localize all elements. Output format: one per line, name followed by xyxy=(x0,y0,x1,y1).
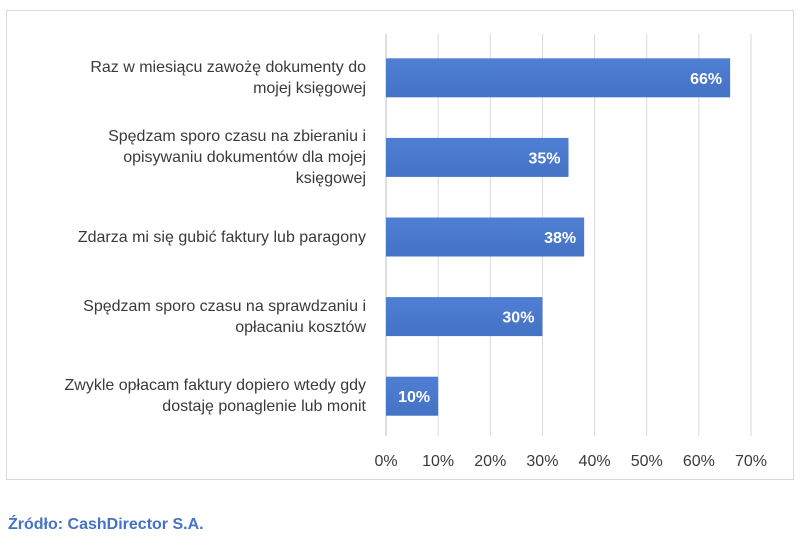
category-label-line: Raz w miesiącu zawożę dokumenty do xyxy=(90,58,366,76)
category-label-line: Zwykle opłacam faktury dopiero wtedy gdy xyxy=(64,377,366,395)
category-label-line: Spędzam sporo czasu na zbieraniu i xyxy=(108,127,366,145)
x-tick-label: 70% xyxy=(735,453,767,470)
category-label: Spędzam sporo czasu na zbieraniu i opisyw… xyxy=(6,126,366,189)
category-label: Zdarza mi się gubić faktury lub paragony xyxy=(6,227,366,248)
data-label: 10% xyxy=(398,389,430,406)
x-tick-label: 0% xyxy=(374,453,397,470)
category-label: Zwykle opłacam faktury dopiero wtedy gdy… xyxy=(6,375,366,417)
category-label-line: opłacaniu kosztów xyxy=(235,318,366,336)
category-label-line: Spędzam sporo czasu na sprawdzaniu i xyxy=(83,297,366,315)
category-label: Spędzam sporo czasu na sprawdzaniu i opła… xyxy=(6,296,366,338)
category-label-line: dostaję ponaglenie lub monit xyxy=(162,398,366,416)
x-tick-label: 50% xyxy=(631,453,663,470)
x-tick-label: 60% xyxy=(683,453,715,470)
x-tick-label: 40% xyxy=(579,453,611,470)
category-label-line: księgowej xyxy=(295,169,366,187)
x-tick-label: 10% xyxy=(422,453,454,470)
category-label-line: opisywaniu dokumentów dla mojej xyxy=(123,148,366,166)
bar xyxy=(386,137,569,177)
source-note: Źródło: CashDirector S.A. xyxy=(8,516,204,533)
data-label: 35% xyxy=(528,150,560,167)
data-label: 38% xyxy=(544,230,576,247)
category-label: Raz w miesiącu zawożę dokumenty do mojej … xyxy=(6,57,366,99)
bar xyxy=(386,58,731,98)
bar xyxy=(386,217,585,257)
x-tick-label: 30% xyxy=(526,453,558,470)
bar xyxy=(386,297,543,337)
category-label-line: Zdarza mi się gubić faktury lub paragony xyxy=(77,228,366,246)
x-tick-label: 20% xyxy=(474,453,506,470)
category-label-line: mojej księgowej xyxy=(253,79,366,97)
data-label: 30% xyxy=(502,310,534,327)
data-label: 66% xyxy=(690,71,722,88)
bar xyxy=(386,376,439,416)
